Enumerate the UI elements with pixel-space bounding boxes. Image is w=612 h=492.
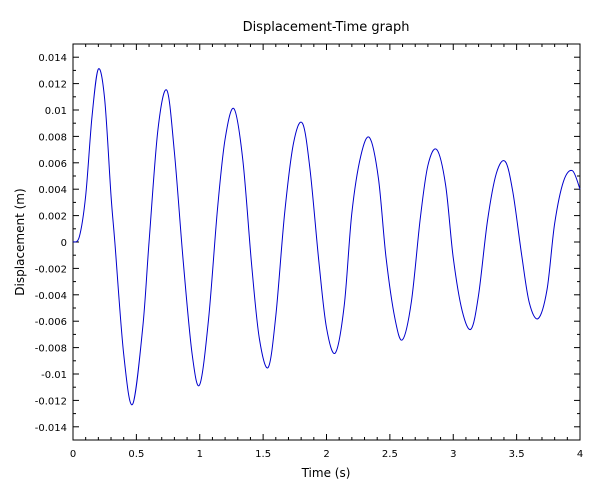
- x-tick-label: 2: [323, 449, 329, 460]
- x-tick-label: 3: [450, 449, 456, 460]
- y-tick-label: 0: [61, 238, 67, 249]
- y-tick-label: 0.01: [45, 106, 67, 117]
- y-tick-label: 0.012: [38, 80, 67, 91]
- series-line-displacement: [72, 68, 581, 406]
- y-tick-label: 0.002: [38, 212, 67, 223]
- y-tick-label: -0.004: [35, 291, 67, 302]
- y-tick-label: -0.012: [35, 396, 67, 407]
- y-axis-ticks: -0.014 -0.012 -0.01 -0.008 -0.006 -0.004 -0.00…: [35, 53, 580, 434]
- y-tick-label: -0.008: [35, 344, 67, 355]
- x-tick-label: 0: [70, 449, 76, 460]
- x-axis-ticks: 0 0.5 1 1.5 2 2.5 3 3.5 4: [70, 44, 583, 460]
- y-tick-label: 0.008: [38, 132, 67, 143]
- chart-title: Displacement-Time graph: [243, 20, 410, 35]
- y-tick-label: -0.002: [35, 264, 67, 275]
- y-tick-label: 0.004: [38, 185, 67, 196]
- x-axis-label: Time (s): [301, 466, 351, 480]
- y-tick-label: 0.006: [38, 159, 67, 170]
- y-tick-label: -0.01: [41, 370, 67, 381]
- x-tick-label: 1.5: [255, 449, 271, 460]
- x-tick-label: 2.5: [382, 449, 398, 460]
- y-axis-label: Displacement (m): [13, 188, 27, 295]
- x-tick-label: 4: [577, 449, 583, 460]
- x-tick-label: 1: [197, 449, 203, 460]
- y-tick-label: 0.014: [38, 53, 67, 64]
- y-tick-label: -0.006: [35, 317, 67, 328]
- x-tick-label: 3.5: [509, 449, 525, 460]
- y-tick-label: -0.014: [35, 423, 67, 434]
- x-tick-label: 0.5: [128, 449, 144, 460]
